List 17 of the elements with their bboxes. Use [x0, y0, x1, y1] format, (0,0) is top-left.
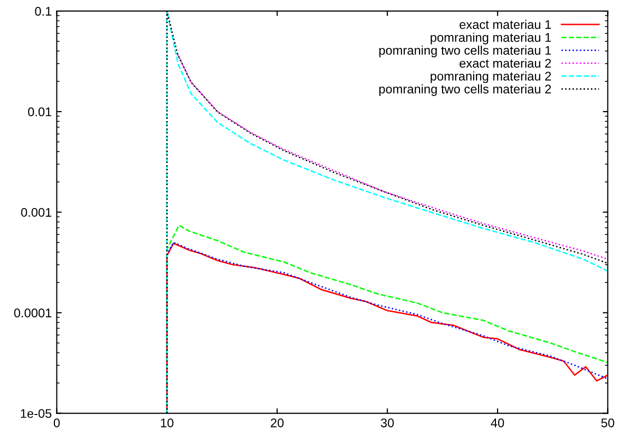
- x-tick-label: 0: [54, 418, 60, 428]
- legend-label: exact materiau 1: [460, 20, 551, 29]
- y-tick-label: 0.01: [28, 107, 52, 116]
- x-tick-label: 40: [490, 418, 504, 428]
- legend-label: pomraning two cells materiau 1: [379, 46, 551, 58]
- y-tick-label: 1e-05: [20, 409, 52, 418]
- legend-label: pomraning two cells materiau 2: [379, 84, 551, 96]
- legend-label: exact materiau 2: [460, 58, 551, 68]
- x-tick-label: 10: [160, 418, 174, 428]
- x-tick-label: 20: [270, 418, 284, 428]
- x-tick-label: 30: [380, 418, 394, 428]
- y-tick-label: 0.001: [21, 208, 52, 217]
- legend-label: pomraning materiau 2: [430, 71, 551, 84]
- x-tick-label: 50: [601, 418, 614, 428]
- y-tick-label: 0.0001: [14, 308, 52, 318]
- legend-label: pomraning materiau 1: [430, 32, 551, 44]
- y-tick-label: 0.1: [35, 6, 52, 16]
